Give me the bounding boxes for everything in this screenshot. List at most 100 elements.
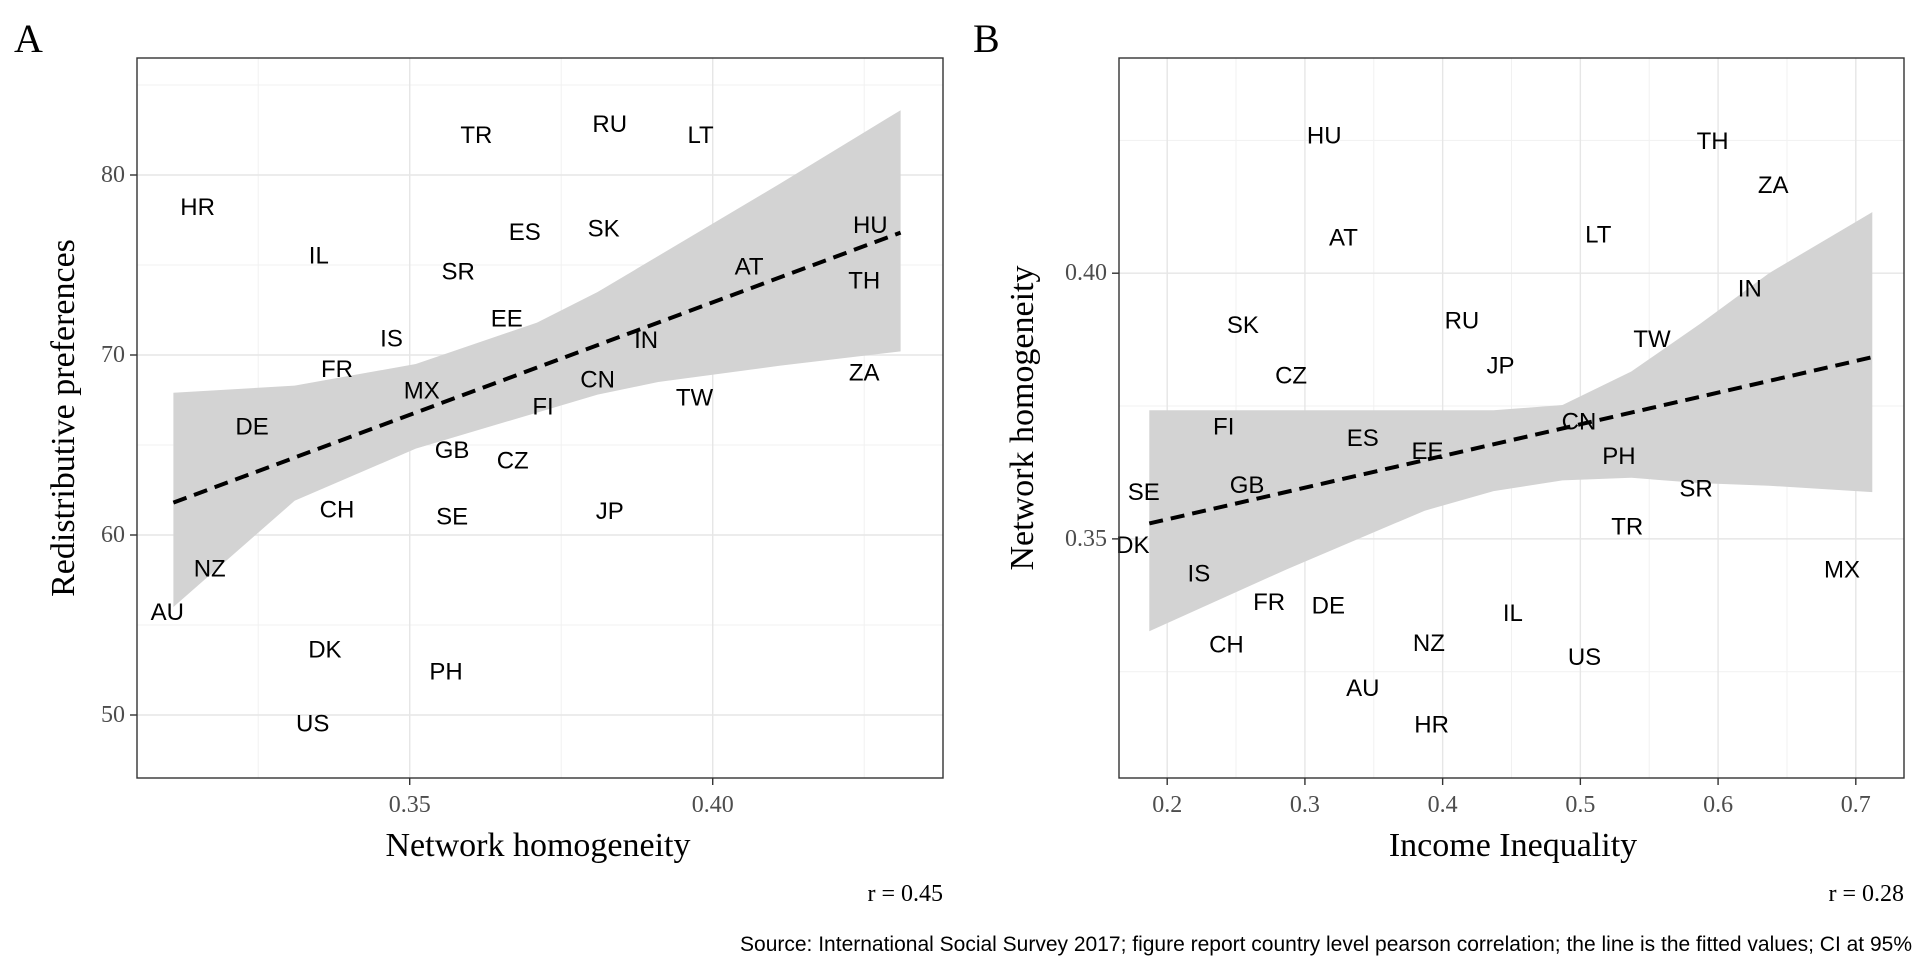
panel-a-point-ph: PH	[429, 658, 462, 685]
panel-b-y-tick-label-1: 0.40	[1065, 260, 1107, 286]
panel-a-point-hr: HR	[180, 194, 215, 221]
panel-a-point-sk: SK	[588, 216, 620, 243]
panel-b-point-sk: SK	[1227, 312, 1259, 339]
panel-a-y-tick-label-2: 70	[101, 342, 125, 368]
panel-b-point-hu: HU	[1307, 123, 1342, 150]
panel-a-scatter-plot: A HR IL TR RU LT ES SK SR HU AT TH EE IS IN FR CN ZA MX TW…	[14, 16, 944, 907]
panel-b-point-ph: PH	[1602, 443, 1635, 470]
panel-a-correlation-label: r = 0.45	[867, 881, 943, 907]
panel-b-point-hr: HR	[1414, 711, 1449, 738]
panel-a-y-tick-label-3: 80	[101, 162, 125, 188]
panel-b-x-tick-label-3: 0.5	[1565, 792, 1595, 818]
panel-a-point-th: TH	[848, 268, 880, 295]
panel-a-point-il: IL	[309, 243, 329, 270]
panel-a-point-de: DE	[235, 414, 268, 441]
panel-a-point-nz: NZ	[194, 556, 226, 583]
panel-b-point-th: TH	[1697, 128, 1729, 155]
panel-a-point-ru: RU	[592, 111, 627, 138]
panel-a-y-axis-title: Redistributive preferences	[45, 239, 82, 597]
panel-b-letter: B	[973, 16, 1000, 61]
panel-a-point-ee: EE	[491, 306, 523, 333]
panel-b-point-fi: FI	[1213, 413, 1234, 440]
panel-a-point-in: IN	[634, 327, 658, 354]
panel-a-point-cn: CN	[580, 367, 615, 394]
panel-b-fit-line	[1148, 355, 1873, 526]
panel-a-point-ch: CH	[320, 496, 355, 523]
panel-b-plot-frame	[1118, 57, 1905, 779]
source-note: Source: International Social Survey 2017…	[740, 933, 1912, 956]
panel-b-point-jp: JP	[1486, 353, 1514, 380]
panel-a-point-gb: GB	[435, 437, 470, 464]
panel-a-point-mx: MX	[404, 378, 440, 405]
panel-a-x-tick-label-1: 0.40	[692, 792, 734, 818]
panel-a-point-lt: LT	[687, 122, 714, 149]
panel-b-point-za: ZA	[1758, 172, 1789, 199]
panel-b-y-tick-label-0: 0.35	[1065, 526, 1107, 552]
panel-a-point-hu: HU	[853, 212, 888, 239]
panel-b-point-ch: CH	[1209, 632, 1244, 659]
panel-b-y-axis-title: Network homogeneity	[1004, 266, 1041, 571]
panel-a-point-tw: TW	[676, 385, 714, 412]
panel-b-x-tick-label-2: 0.4	[1428, 792, 1458, 818]
panel-b-point-cn: CN	[1562, 409, 1597, 436]
panel-b-country-labels: HU TH ZA AT LT IN SK RU TW JP CZ CN FI ES EE PH GB SE SR TR…	[1116, 123, 1860, 739]
panel-a-ticks: 0.35 0.40 50 60 70 80	[101, 162, 734, 818]
panel-b-point-dk: DK	[1116, 532, 1149, 559]
panel-b-x-tick-label-5: 0.7	[1841, 792, 1871, 818]
panel-a-y-tick-label-1: 60	[101, 522, 125, 548]
panel-a-point-sr: SR	[442, 259, 475, 286]
panel-a-y-tick-label-0: 50	[101, 702, 125, 728]
panel-a-point-za: ZA	[849, 360, 880, 387]
panel-a-point-is: IS	[380, 325, 403, 352]
panel-a-fit-line	[172, 230, 902, 505]
panel-b-point-es: ES	[1347, 425, 1379, 452]
panel-b-point-ru: RU	[1445, 308, 1480, 335]
panel-b-ci-band	[1149, 212, 1873, 632]
panel-b-point-gb: GB	[1230, 472, 1265, 499]
panel-a-letter: A	[14, 16, 43, 61]
panel-a-plot-frame	[136, 57, 944, 779]
panel-b-x-axis-title: Income Inequality	[1389, 827, 1637, 864]
panel-b-point-tw: TW	[1633, 326, 1671, 353]
panel-a-confidence-band	[173, 110, 901, 607]
panel-b-point-de: DE	[1312, 592, 1345, 619]
panel-b-point-au: AU	[1346, 675, 1379, 702]
panel-b-point-sr: SR	[1679, 475, 1712, 502]
panel-a-country-labels: HR IL TR RU LT ES SK SR HU AT TH EE IS IN FR CN ZA MX TW FI…	[151, 111, 888, 737]
panel-b-point-is: IS	[1188, 561, 1211, 588]
panel-b-point-nz: NZ	[1413, 630, 1445, 657]
panel-b-correlation-label: r = 0.28	[1828, 881, 1904, 907]
panel-a-point-cz: CZ	[497, 448, 529, 475]
panel-b-fitted-line	[1148, 355, 1873, 526]
panel-a-point-au: AU	[151, 599, 184, 626]
panel-a-point-fr: FR	[321, 356, 353, 383]
panel-b-scatter-plot: B HU TH ZA AT LT IN SK RU TW JP CZ CN FI ES EE PH GB SE SR…	[973, 16, 1905, 907]
panel-a-point-es: ES	[509, 219, 541, 246]
panel-b-x-tick-label-1: 0.3	[1290, 792, 1320, 818]
panel-b-point-fr: FR	[1253, 589, 1285, 616]
panel-b-point-at: AT	[1329, 225, 1358, 252]
panel-b-point-se: SE	[1128, 479, 1160, 506]
panel-b-point-cz: CZ	[1275, 362, 1307, 389]
panel-b-point-lt: LT	[1585, 221, 1612, 248]
panel-a-point-tr: TR	[460, 122, 492, 149]
panel-b-point-mx: MX	[1824, 557, 1860, 584]
panel-b-point-tr: TR	[1611, 514, 1643, 541]
panel-b-point-ee: EE	[1411, 438, 1443, 465]
panel-b-point-us: US	[1568, 644, 1601, 671]
panel-b-ticks: 0.2 0.3 0.4 0.5 0.6 0.7 0.35 0.40	[1065, 260, 1871, 818]
panel-a-point-fi: FI	[532, 394, 553, 421]
panel-a-point-dk: DK	[308, 637, 341, 664]
panel-a-x-tick-label-0: 0.35	[389, 792, 431, 818]
panel-a-point-at: AT	[735, 253, 764, 280]
panel-b-x-tick-label-0: 0.2	[1152, 792, 1182, 818]
panel-b-x-tick-label-4: 0.6	[1703, 792, 1733, 818]
panel-a-point-se: SE	[436, 504, 468, 531]
panel-a-point-us: US	[296, 711, 329, 738]
panel-b-confidence-band	[1149, 212, 1873, 632]
panel-a-fitted-line	[172, 230, 902, 505]
panel-b-point-il: IL	[1503, 600, 1523, 627]
panel-a-point-jp: JP	[596, 498, 624, 525]
panel-a-x-axis-title: Network homogeneity	[386, 827, 691, 864]
